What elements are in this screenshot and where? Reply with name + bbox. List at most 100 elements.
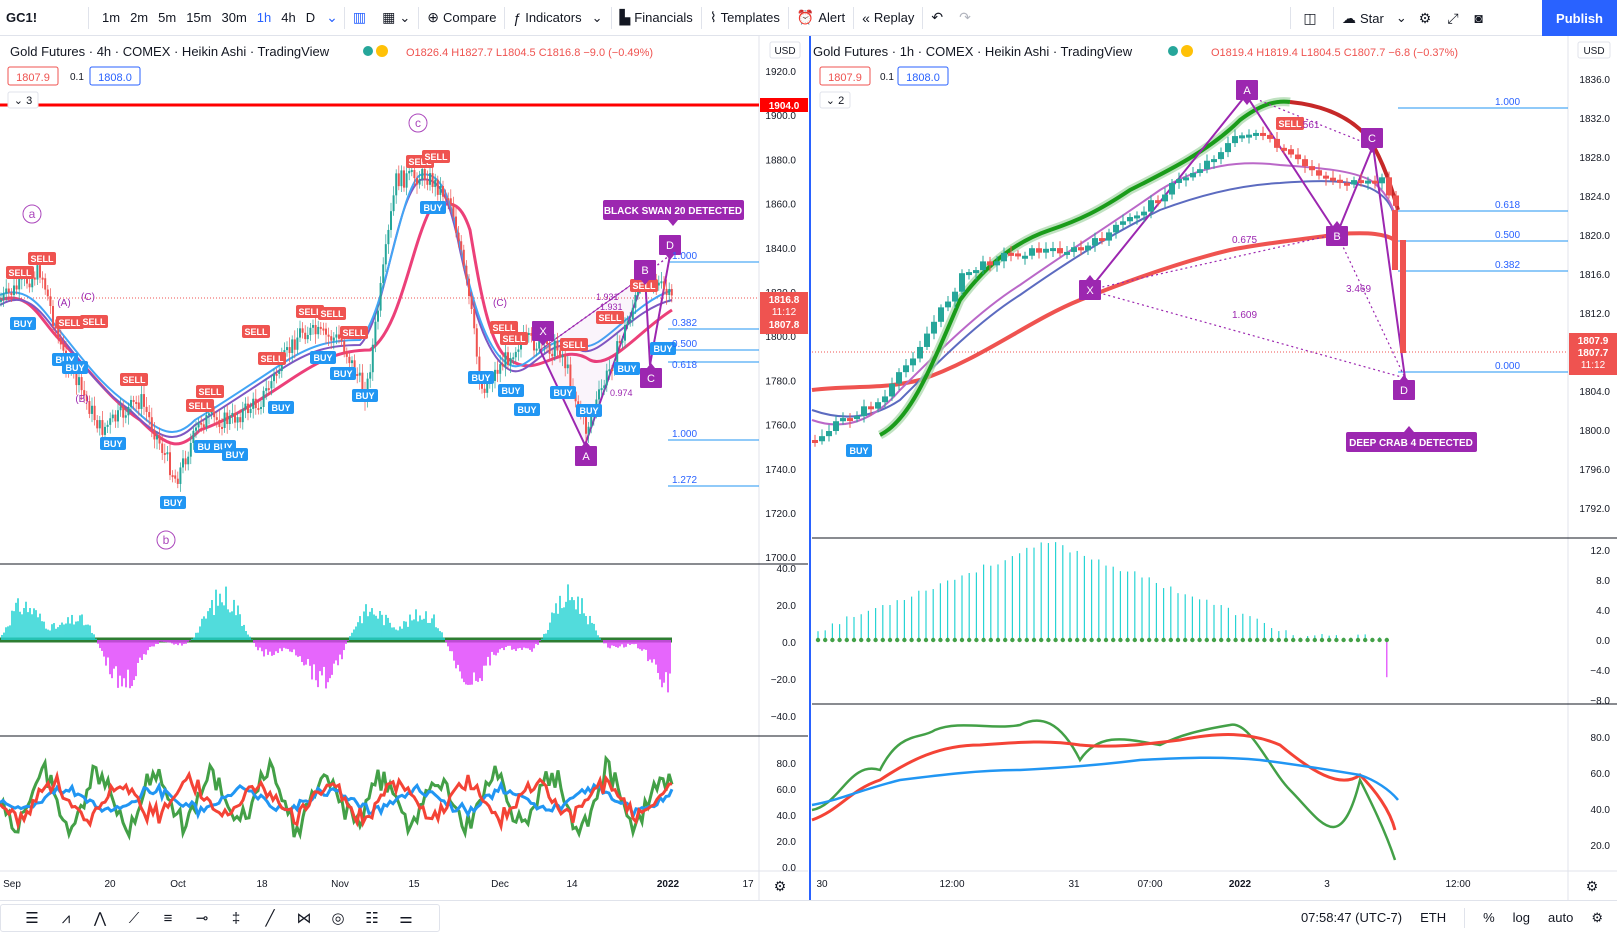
interval-5m[interactable]: 5m bbox=[158, 10, 177, 25]
left-candle[interactable] bbox=[475, 328, 478, 357]
right-pattern-box[interactable] bbox=[1346, 432, 1477, 452]
left-candle[interactable] bbox=[41, 277, 44, 280]
left-candle[interactable] bbox=[431, 173, 434, 187]
left-candle[interactable] bbox=[80, 377, 83, 391]
fib-icon[interactable]: ≡ bbox=[163, 909, 173, 927]
left-sell-signal-box[interactable] bbox=[296, 305, 324, 318]
left-candle[interactable] bbox=[171, 475, 174, 478]
left-candle[interactable] bbox=[270, 381, 273, 389]
left-sell-price[interactable]: 1807.9 bbox=[16, 72, 50, 84]
left-candle[interactable] bbox=[15, 285, 18, 290]
left-candle[interactable] bbox=[325, 328, 327, 335]
log-toggle[interactable]: log bbox=[1512, 910, 1531, 925]
left-candle[interactable] bbox=[176, 478, 179, 484]
right-candle[interactable] bbox=[910, 358, 916, 366]
right-fib-level-label[interactable]: 0.618 bbox=[1495, 200, 1520, 211]
left-candle[interactable] bbox=[88, 401, 91, 414]
alert-button[interactable]: ⏰ Alert bbox=[791, 0, 851, 36]
right-candle[interactable] bbox=[931, 321, 937, 334]
left-buy-signal-box[interactable] bbox=[614, 362, 640, 375]
left-candle[interactable] bbox=[486, 381, 489, 393]
settings-button[interactable]: ⚙ bbox=[1413, 0, 1442, 36]
left-buy-signal-box[interactable] bbox=[514, 403, 540, 416]
left-candle[interactable] bbox=[49, 296, 52, 307]
left-sell-signal-box[interactable] bbox=[630, 279, 658, 292]
horizontal-ray-icon[interactable]: ⊸ bbox=[195, 910, 209, 927]
right-candle[interactable] bbox=[1008, 252, 1014, 256]
left-candle[interactable] bbox=[213, 411, 216, 418]
left-candle[interactable] bbox=[455, 216, 457, 233]
left-candle[interactable] bbox=[416, 178, 418, 185]
left-candle[interactable] bbox=[223, 412, 226, 429]
left-candle[interactable] bbox=[559, 350, 561, 358]
right-candle[interactable] bbox=[1337, 179, 1343, 183]
left-candle[interactable] bbox=[496, 369, 499, 374]
left-candle[interactable] bbox=[616, 341, 619, 366]
interval-30m[interactable]: 30m bbox=[221, 10, 247, 25]
left-candle[interactable] bbox=[236, 417, 239, 423]
left-candle[interactable] bbox=[408, 170, 411, 174]
trend-line-icon[interactable]: ⟋ bbox=[128, 909, 140, 927]
right-candle[interactable] bbox=[826, 431, 832, 437]
left-candle[interactable] bbox=[260, 406, 262, 409]
right-candle[interactable] bbox=[924, 333, 930, 347]
right-candle[interactable] bbox=[1148, 200, 1154, 212]
left-candle[interactable] bbox=[33, 277, 36, 280]
left-sell-signal-box[interactable] bbox=[56, 316, 84, 329]
left-buy-price[interactable]: 1808.0 bbox=[98, 72, 132, 84]
left-candle[interactable] bbox=[205, 415, 208, 428]
left-candle[interactable] bbox=[228, 415, 231, 425]
left-candle[interactable] bbox=[577, 401, 580, 407]
left-candle[interactable] bbox=[78, 377, 80, 386]
right-candle[interactable] bbox=[1372, 180, 1378, 184]
right-candle[interactable] bbox=[833, 421, 839, 432]
left-candle[interactable] bbox=[481, 383, 483, 389]
left-candle[interactable] bbox=[210, 411, 213, 414]
right-last-candle[interactable] bbox=[1400, 240, 1406, 353]
left-candle[interactable] bbox=[608, 369, 611, 372]
right-candle[interactable] bbox=[966, 272, 972, 276]
right-candle[interactable] bbox=[1120, 221, 1126, 225]
left-buy-signal-box[interactable] bbox=[10, 317, 36, 330]
left-candle[interactable] bbox=[137, 402, 140, 409]
left-candle[interactable] bbox=[221, 426, 223, 429]
menu-icon[interactable]: ☰ bbox=[25, 910, 39, 927]
left-candle[interactable] bbox=[312, 325, 314, 328]
right-candle[interactable] bbox=[938, 307, 944, 322]
left-candle[interactable] bbox=[309, 327, 312, 335]
right-candle[interactable] bbox=[1295, 154, 1301, 160]
left-candle[interactable] bbox=[473, 308, 476, 329]
right-candle[interactable] bbox=[1113, 224, 1119, 233]
left-candle[interactable] bbox=[377, 310, 379, 322]
left-candle[interactable] bbox=[631, 307, 634, 320]
left-candle[interactable] bbox=[114, 414, 117, 422]
left-candle[interactable] bbox=[150, 417, 153, 430]
delay-badge-icon[interactable] bbox=[376, 45, 388, 57]
left-candle[interactable] bbox=[585, 415, 587, 434]
left-sell-signal-box[interactable] bbox=[318, 307, 346, 320]
left-candle[interactable] bbox=[374, 321, 377, 345]
right-sell-signal-box[interactable] bbox=[1276, 117, 1304, 130]
right-candle[interactable] bbox=[1316, 170, 1322, 176]
right-candle[interactable] bbox=[1323, 175, 1329, 179]
left-candle[interactable] bbox=[163, 452, 166, 455]
left-candle[interactable] bbox=[629, 319, 632, 322]
left-candle[interactable] bbox=[330, 336, 333, 341]
left-buy-signal-box[interactable] bbox=[550, 386, 576, 399]
right-candle[interactable] bbox=[903, 365, 909, 373]
right-candle[interactable] bbox=[1190, 172, 1196, 178]
templates-button[interactable]: ⌇ Templates bbox=[704, 0, 786, 36]
left-fib-level-label[interactable]: 1.000 bbox=[672, 251, 697, 262]
interval-15m[interactable]: 15m bbox=[186, 10, 212, 25]
left-fib-level-label[interactable]: 0.618 bbox=[672, 360, 697, 371]
left-candle[interactable] bbox=[153, 429, 156, 440]
right-candle[interactable] bbox=[1029, 248, 1035, 256]
left-candle[interactable] bbox=[494, 369, 496, 381]
left-candle[interactable] bbox=[444, 196, 447, 199]
left-sell-signal-box[interactable] bbox=[596, 311, 624, 324]
left-candle[interactable] bbox=[273, 373, 275, 382]
right-candle[interactable] bbox=[1057, 248, 1063, 254]
left-candle[interactable] bbox=[590, 416, 593, 427]
right-rsi-blue[interactable] bbox=[811, 756, 1399, 807]
left-rsi-red[interactable] bbox=[0, 770, 673, 833]
